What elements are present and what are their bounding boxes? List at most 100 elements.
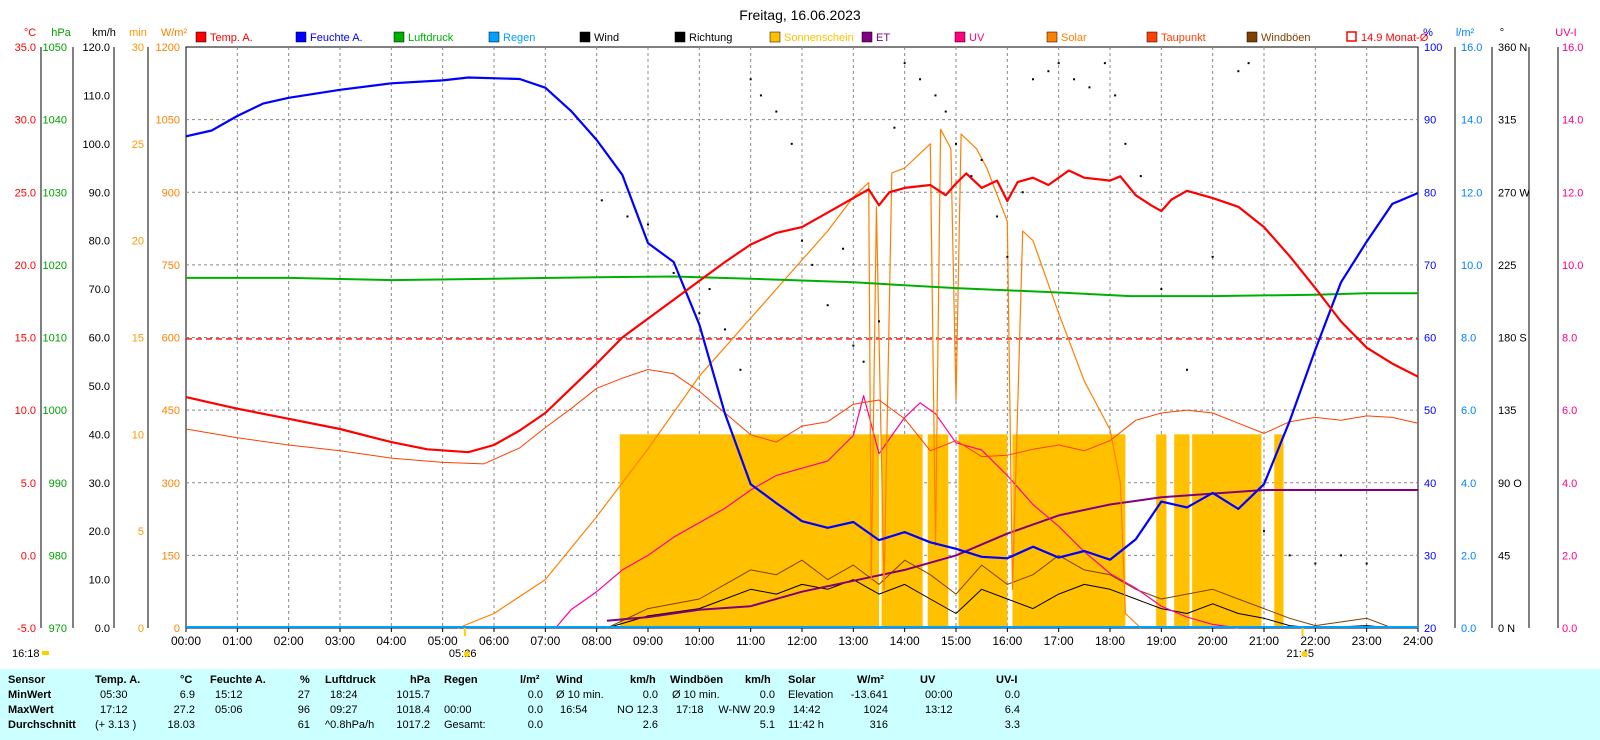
- solar-avg-label: 11:42 h: [788, 719, 824, 731]
- current-time-label: 16:18: [12, 648, 40, 660]
- uvi-unit-label: UV-I: [1555, 27, 1576, 39]
- wind-tick-label: 110.0: [83, 90, 110, 102]
- time-tick-label: 07:00: [530, 634, 560, 648]
- time-tick-label: 04:00: [376, 634, 406, 648]
- rain-tick-label: 10.0: [1461, 260, 1482, 272]
- legend-label: Taupunkt: [1161, 32, 1206, 44]
- time-tick-label: 19:00: [1146, 634, 1176, 648]
- direction-tick-label: 270 W: [1498, 187, 1530, 199]
- summary-row-min: MinWert: [8, 689, 52, 701]
- direction-point: [996, 215, 999, 218]
- rain-max-time: 00:00: [444, 704, 472, 716]
- legend-label: UV: [969, 32, 985, 44]
- legend-label: Wind: [594, 32, 619, 44]
- time-tick-label: 20:00: [1198, 634, 1228, 648]
- temp-tick-label: 5.0: [21, 478, 36, 490]
- time-tick-label: 00:00: [171, 634, 201, 648]
- temp-unit: °C: [180, 674, 193, 686]
- time-tick-label: 10:00: [684, 634, 714, 648]
- time-tick-label: 13:00: [838, 634, 868, 648]
- direction-point: [1365, 562, 1368, 565]
- sunshine-bar: [619, 434, 879, 628]
- wind-tick-label: 90.0: [89, 187, 110, 199]
- uv-header: UV: [920, 674, 936, 686]
- legend-swatch: [1246, 31, 1258, 43]
- uvi-tick-label: 10.0: [1562, 260, 1583, 272]
- solar-avg: 316: [869, 719, 888, 731]
- direction-point: [626, 215, 629, 218]
- legend-swatch: [579, 31, 591, 43]
- rain-tick-label: 16.0: [1461, 42, 1482, 54]
- weather-chart: Freitag, 16.06.2023 Temp. A. Feuchte A. Lu…: [12, 7, 1583, 660]
- uv-max-time: 13:12: [925, 704, 953, 716]
- rain-tick-label: 6.0: [1461, 405, 1476, 417]
- legend-label: 14.9 Monat-Ø: [1361, 32, 1429, 44]
- direction-tick-label: 315: [1498, 115, 1516, 127]
- humidity-tick-label: 20: [1424, 623, 1436, 635]
- direction-point: [759, 94, 762, 97]
- direction-point: [944, 110, 947, 113]
- humidity-tick-label: 70: [1424, 260, 1436, 272]
- direction-point: [801, 239, 803, 242]
- legend-label: Sonnenschein: [784, 32, 854, 44]
- wind-avg: 2.6: [642, 719, 658, 731]
- wind-tick-label: 60.0: [89, 333, 110, 345]
- uvi-tick-label: 14.0: [1562, 115, 1583, 127]
- series-line-et: [606, 489, 1418, 622]
- direction-point: [878, 320, 880, 323]
- humidity-tick-label: 50: [1424, 405, 1436, 417]
- wind-header: Wind: [556, 674, 583, 686]
- pressure-max-time: 09:27: [330, 704, 358, 716]
- uv-min: 0.0: [1004, 689, 1020, 701]
- direction-point: [698, 312, 701, 315]
- pressure-tick-label: 1040: [43, 115, 67, 127]
- sunmin-tick-label: 20: [132, 236, 144, 248]
- temp-tick-label: 35.0: [15, 42, 36, 54]
- temp-tick-label: 25.0: [15, 187, 36, 199]
- pressure-tick-label: 1030: [43, 187, 67, 199]
- direction-point: [672, 271, 675, 274]
- sunmin-tick-label: 0: [138, 623, 144, 635]
- direction-point: [1211, 255, 1214, 258]
- direction-point: [1047, 70, 1050, 73]
- direction-point: [1006, 255, 1009, 258]
- sunshine-bar: [881, 434, 923, 628]
- direction-point: [600, 199, 603, 202]
- direction-point: [1237, 70, 1240, 73]
- legend-swatch: [195, 31, 207, 43]
- solar-max-time: 14:42: [793, 704, 821, 716]
- direction-point: [862, 360, 865, 363]
- direction-point: [852, 344, 855, 347]
- time-markers: 16:18 05:26 21:45: [12, 628, 1314, 660]
- legend-label: Regen: [503, 32, 535, 44]
- legend-label: Feuchte A.: [310, 32, 363, 44]
- pressure-avg-note: ^0.8hPa/h: [325, 719, 375, 731]
- rain-max: 0.0: [527, 704, 543, 716]
- series-line-solar: [457, 128, 1142, 629]
- temp-tick-label: 10.0: [15, 405, 36, 417]
- rain-unit-label: l/m²: [1456, 27, 1475, 39]
- humidity-tick-label: 30: [1424, 550, 1436, 562]
- wind-unit-label: km/h: [92, 27, 116, 39]
- legend-label: Solar: [1061, 32, 1087, 44]
- humidity-tick-label: 90: [1424, 115, 1436, 127]
- wind-tick-label: 80.0: [89, 236, 110, 248]
- direction-tick-label: 0 N: [1498, 623, 1515, 635]
- uv-avg: 3.3: [1004, 719, 1020, 731]
- temp-avg: 18.03: [167, 719, 195, 731]
- wind-unit: km/h: [630, 674, 656, 686]
- direction-point: [1103, 62, 1106, 65]
- humidity-avg: 61: [297, 719, 310, 731]
- series-line-uv: [555, 395, 1239, 629]
- humidity-tick-label: 80: [1424, 187, 1436, 199]
- summary-row-max: MaxWert: [8, 704, 54, 716]
- direction-point: [1021, 191, 1024, 194]
- humidity-header: Feuchte A.: [210, 674, 266, 686]
- direction-point: [970, 175, 973, 178]
- legend-label: Temp. A.: [210, 32, 253, 44]
- sunrise-label: 05:26: [449, 648, 477, 660]
- direction-point: [739, 368, 742, 371]
- sunset-label: 21:45: [1287, 648, 1315, 660]
- humidity-min: 27: [297, 689, 310, 701]
- legend-swatch: [674, 31, 686, 43]
